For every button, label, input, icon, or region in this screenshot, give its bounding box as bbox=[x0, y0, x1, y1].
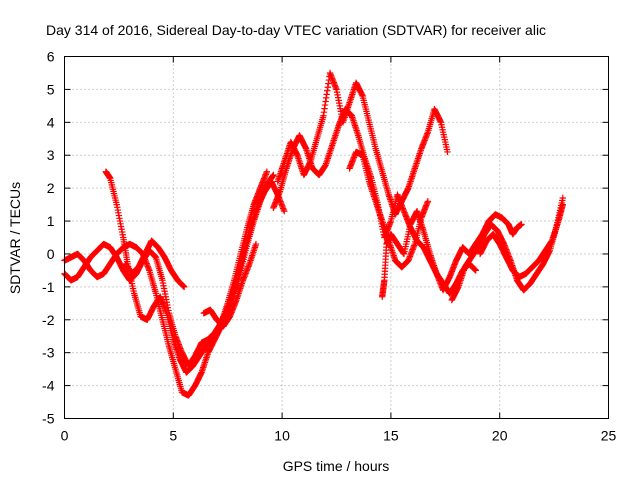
y-axis-label: SDTVAR / TECUs bbox=[7, 182, 23, 294]
x-tick-label: 20 bbox=[492, 428, 508, 444]
data-point bbox=[281, 207, 288, 215]
y-tick-label: -3 bbox=[42, 345, 55, 361]
data-point bbox=[424, 198, 432, 205]
data-point bbox=[252, 240, 260, 248]
series-track-11 bbox=[346, 148, 432, 271]
y-tick-label: -2 bbox=[42, 312, 55, 328]
x-tick-label: 5 bbox=[169, 428, 177, 444]
y-tick-label: 0 bbox=[47, 246, 55, 262]
y-tick-label: 2 bbox=[47, 180, 55, 196]
y-tick-label: 1 bbox=[47, 213, 55, 229]
chart-title: Day 314 of 2016, Sidereal Day-to-day VTE… bbox=[46, 22, 546, 38]
data-point bbox=[444, 148, 451, 156]
x-tick-label: 10 bbox=[274, 428, 290, 444]
x-tick-labels: 0 5 10 15 20 25 bbox=[61, 428, 617, 444]
y-tick-label: 6 bbox=[47, 49, 55, 65]
series-track-10 bbox=[200, 240, 260, 330]
x-axis-label: GPS time / hours bbox=[283, 458, 390, 474]
data-point bbox=[559, 194, 567, 202]
data-point bbox=[472, 267, 479, 274]
data-point bbox=[559, 201, 567, 208]
data-point bbox=[270, 171, 277, 179]
y-tick-label: 5 bbox=[47, 81, 55, 97]
y-tick-label: 3 bbox=[47, 147, 55, 163]
y-tick-label: -5 bbox=[42, 411, 55, 427]
ticks bbox=[64, 56, 609, 419]
y-tick-labels: -5 -4 -3 -2 -1 0 1 2 3 4 5 6 bbox=[42, 49, 55, 427]
data-point bbox=[263, 168, 271, 175]
data-point bbox=[180, 283, 188, 291]
plot-frame bbox=[64, 56, 609, 419]
data-marks bbox=[61, 69, 567, 399]
series-track-6 bbox=[378, 207, 525, 300]
series-track-9 bbox=[122, 237, 188, 291]
x-tick-label: 15 bbox=[383, 428, 399, 444]
data-point bbox=[518, 221, 525, 228]
y-tick-label: -4 bbox=[42, 378, 55, 394]
x-tick-label: 0 bbox=[61, 428, 69, 444]
y-tick-label: 4 bbox=[47, 114, 55, 130]
grid bbox=[64, 56, 609, 419]
series-track-8 bbox=[476, 201, 567, 281]
x-tick-label: 25 bbox=[601, 428, 617, 444]
y-tick-label: -1 bbox=[42, 279, 55, 295]
